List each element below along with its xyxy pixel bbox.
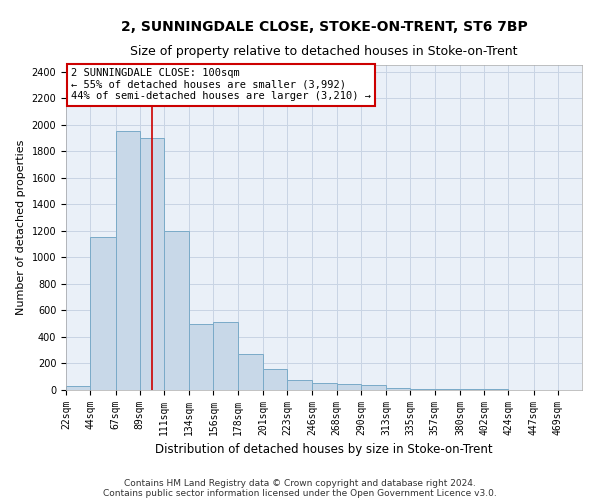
- Text: 2 SUNNINGDALE CLOSE: 100sqm
← 55% of detached houses are smaller (3,992)
44% of : 2 SUNNINGDALE CLOSE: 100sqm ← 55% of det…: [71, 68, 371, 102]
- Bar: [410, 388, 434, 390]
- Text: Contains HM Land Registry data © Crown copyright and database right 2024.: Contains HM Land Registry data © Crown c…: [124, 478, 476, 488]
- Bar: [164, 231, 189, 390]
- Bar: [263, 369, 287, 390]
- Bar: [313, 382, 337, 390]
- Bar: [386, 388, 410, 390]
- Bar: [287, 380, 313, 390]
- Y-axis label: Number of detached properties: Number of detached properties: [16, 140, 26, 315]
- Bar: [214, 322, 238, 390]
- Text: 2, SUNNINGDALE CLOSE, STOKE-ON-TRENT, ST6 7BP: 2, SUNNINGDALE CLOSE, STOKE-ON-TRENT, ST…: [121, 20, 527, 34]
- Bar: [434, 389, 460, 390]
- Bar: [238, 354, 263, 390]
- Bar: [66, 386, 90, 390]
- Bar: [90, 238, 116, 390]
- Bar: [116, 132, 140, 390]
- Bar: [361, 386, 386, 390]
- Bar: [337, 384, 361, 390]
- Text: Contains public sector information licensed under the Open Government Licence v3: Contains public sector information licen…: [103, 488, 497, 498]
- Bar: [140, 138, 164, 390]
- Text: Size of property relative to detached houses in Stoke-on-Trent: Size of property relative to detached ho…: [130, 45, 518, 58]
- X-axis label: Distribution of detached houses by size in Stoke-on-Trent: Distribution of detached houses by size …: [155, 444, 493, 456]
- Bar: [189, 324, 214, 390]
